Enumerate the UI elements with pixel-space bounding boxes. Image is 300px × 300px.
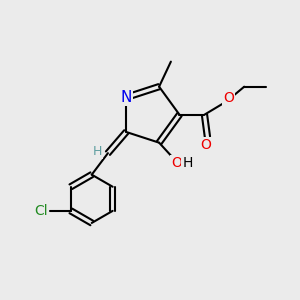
Text: O: O xyxy=(200,138,211,152)
Text: O: O xyxy=(224,92,234,106)
Text: N: N xyxy=(121,90,132,105)
Text: O: O xyxy=(171,156,182,170)
Text: H: H xyxy=(93,145,102,158)
Text: H: H xyxy=(182,156,193,170)
Text: Cl: Cl xyxy=(34,204,48,218)
